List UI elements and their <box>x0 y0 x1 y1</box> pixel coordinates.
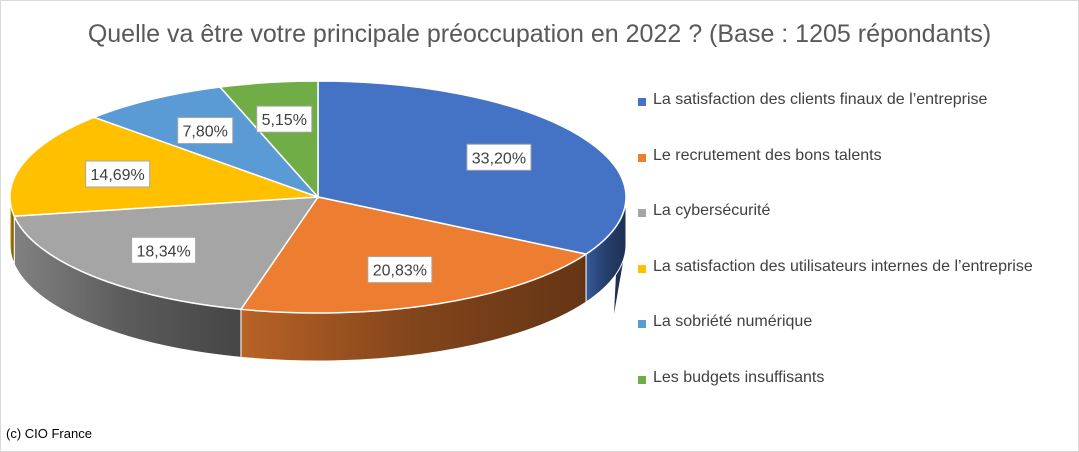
credit-text: (c) CIO France <box>6 426 92 441</box>
svg-text:14,69%: 14,69% <box>91 167 145 184</box>
data-label-le-recrutement-des-bons-talents: 20,83% <box>367 256 433 284</box>
legend-label: Le recrutement des bons talents <box>653 146 882 164</box>
legend-label: La satisfaction des clients finaux de l’… <box>653 91 988 108</box>
data-label-la-satisfaction-des-clients-finaux-de-l-entreprise: 33,20% <box>466 143 532 171</box>
pie-slice-la-satisfaction-des-utilisateurs-internes-de-l-entreprise <box>9 116 319 217</box>
legend-swatch <box>638 320 646 328</box>
legend-swatch <box>638 209 646 217</box>
svg-text:7,80%: 7,80% <box>183 124 228 141</box>
legend-label: La satisfaction des utilisateurs interne… <box>653 257 1033 275</box>
legend-swatch <box>638 375 646 384</box>
legend-swatch <box>638 98 646 106</box>
data-label-la-cybersecurite: 18,34% <box>131 236 197 264</box>
data-label-la-satisfaction-des-utilisateurs-internes-de-l-entreprise: 14,69% <box>85 160 151 188</box>
chart-title: Quelle va être votre principale préoccup… <box>87 20 992 48</box>
legend-swatch <box>638 264 646 273</box>
legend-label: La sobriété numérique <box>653 313 813 330</box>
legend-label: La cybersécurité <box>653 202 771 219</box>
legend-swatch <box>638 153 646 162</box>
pie-slice-le-recrutement-des-bons-talents <box>239 196 588 314</box>
data-label-les-budgets-insuffisants: 5,15% <box>256 105 313 133</box>
data-label-la-sobriete-numerique: 7,80% <box>177 117 234 145</box>
svg-text:20,83%: 20,83% <box>373 263 427 280</box>
svg-text:33,20%: 33,20% <box>472 150 526 167</box>
svg-text:5,15%: 5,15% <box>262 112 307 129</box>
legend-label: Les budgets insuffisants <box>653 368 825 386</box>
svg-text:18,34%: 18,34% <box>136 243 190 260</box>
